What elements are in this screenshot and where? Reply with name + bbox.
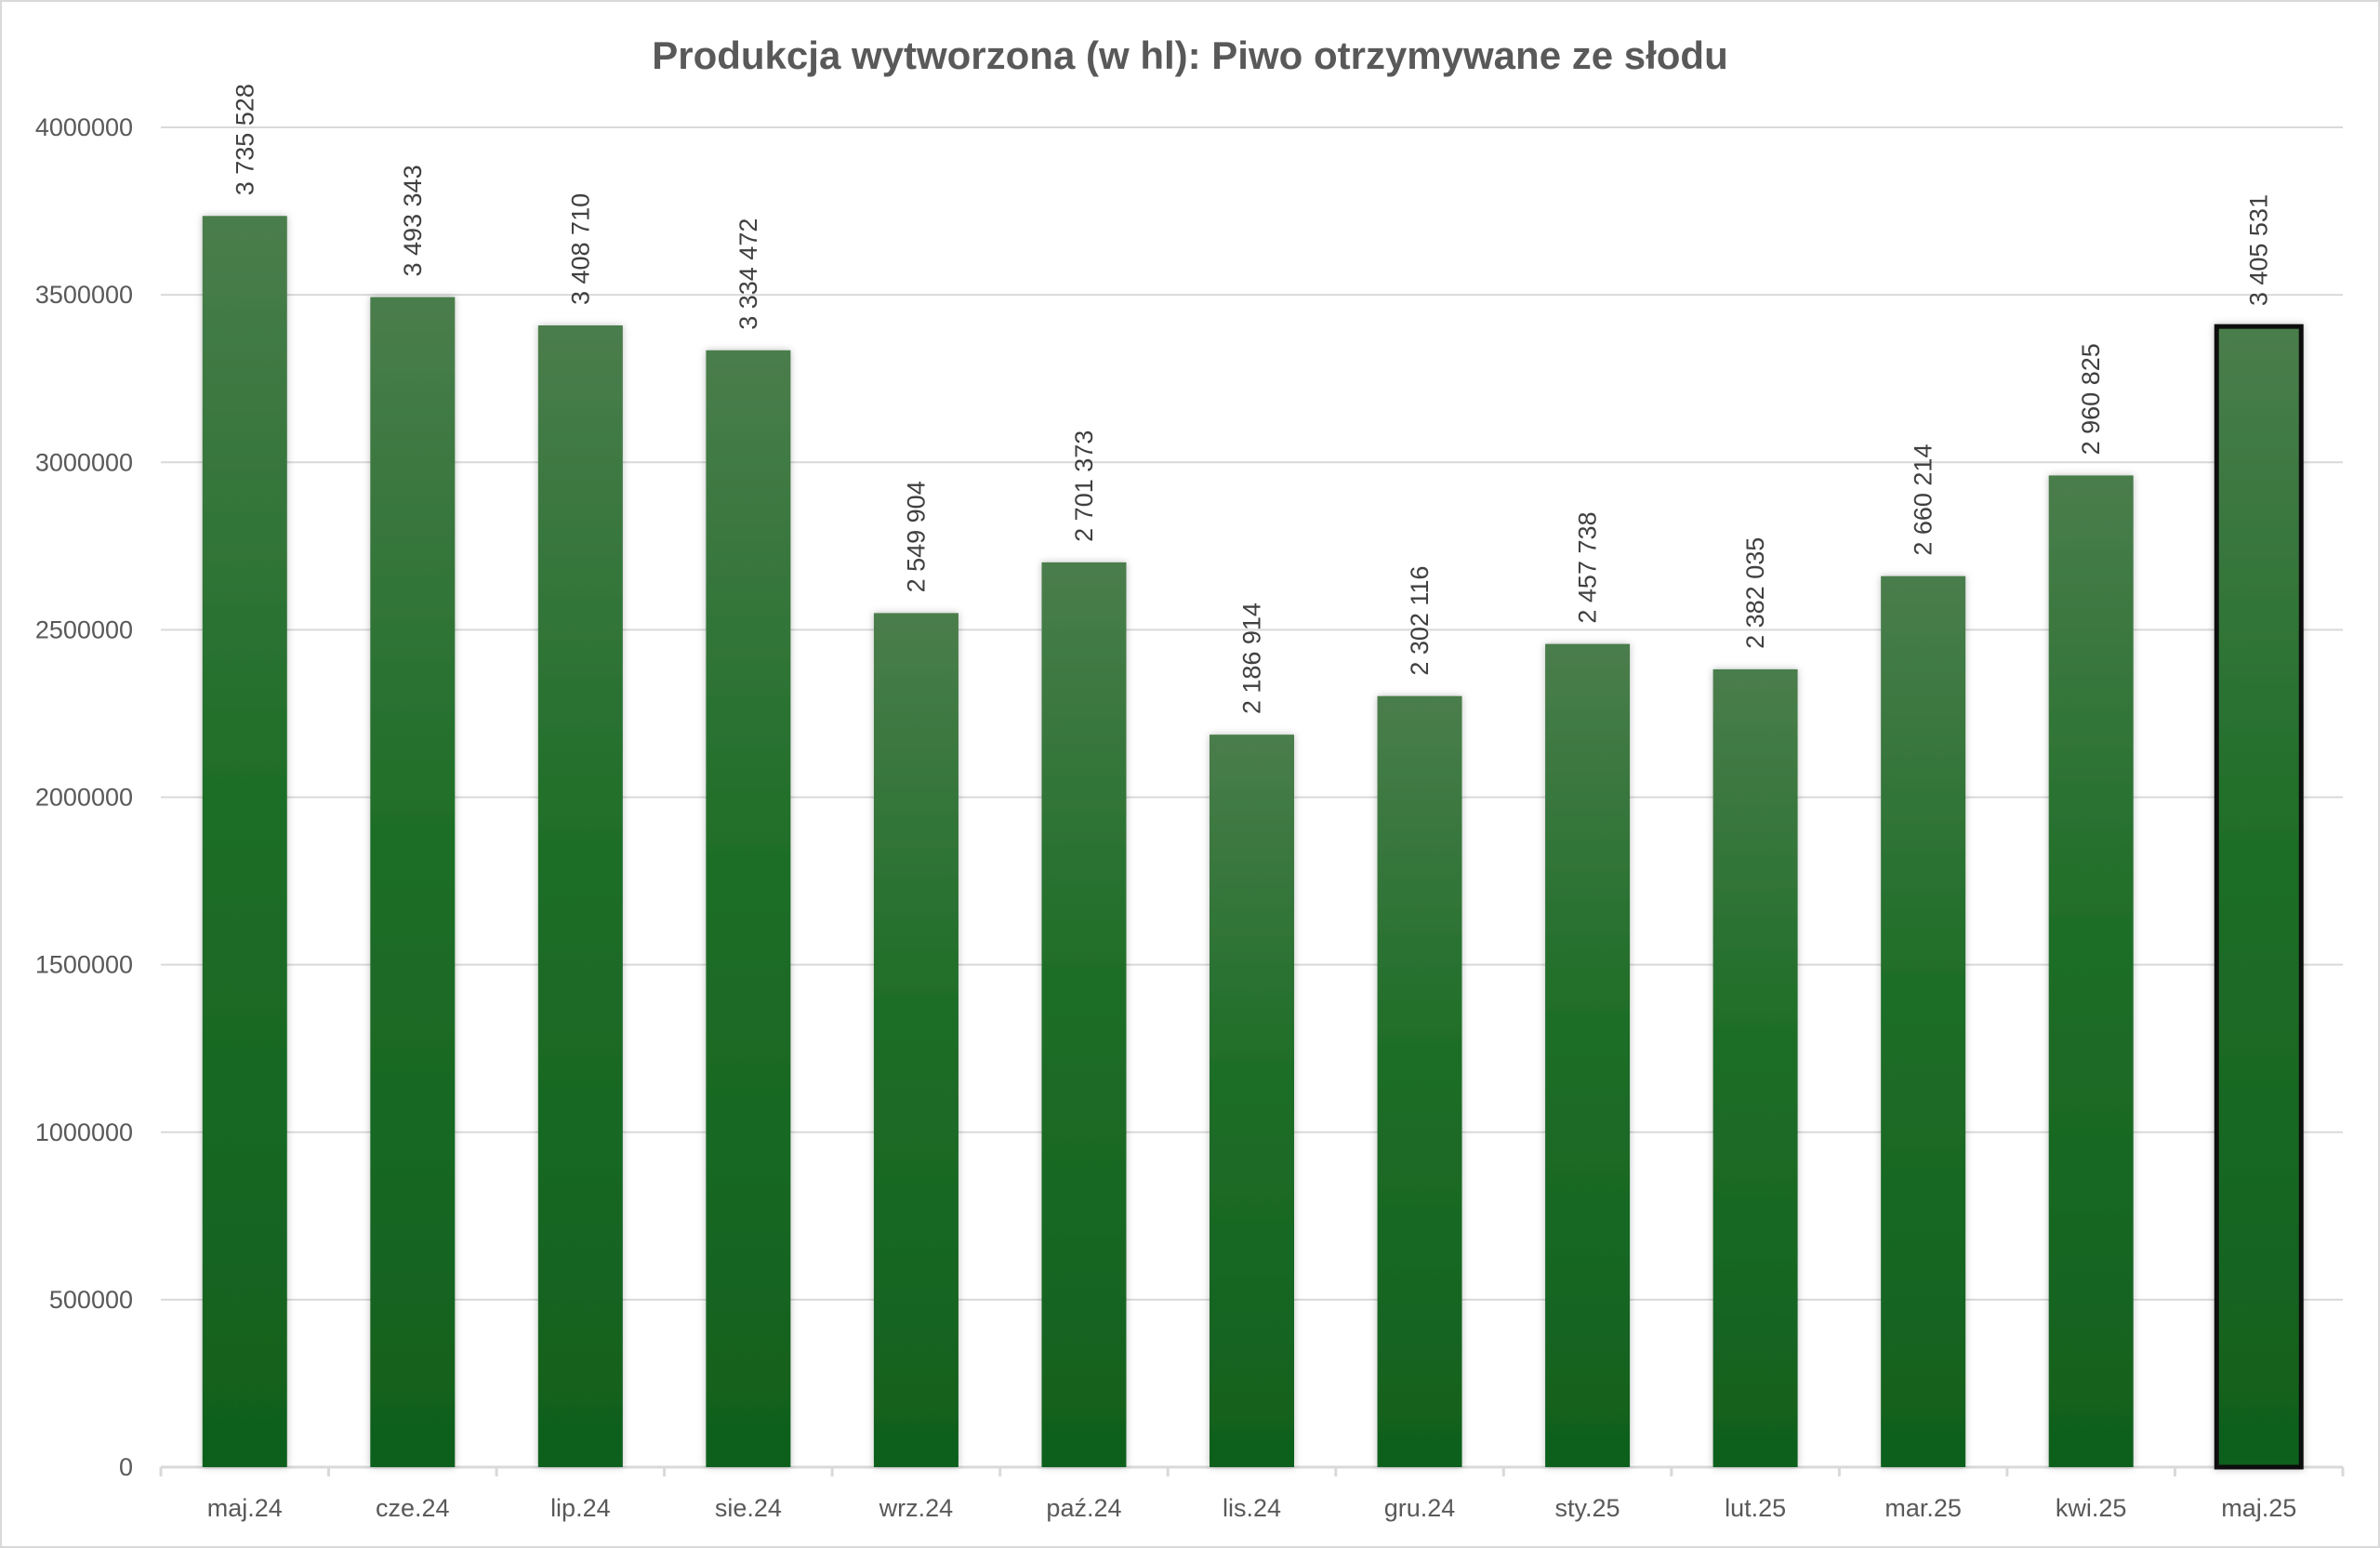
y-tick-label: 4000000 [35,113,133,141]
data-label: 3 408 710 [566,193,594,305]
data-label: 2 186 914 [1238,602,1266,714]
bar [1210,734,1294,1467]
y-tick-label: 1000000 [35,1118,133,1146]
data-label: 2 701 373 [1070,430,1098,542]
bar [1041,562,1127,1467]
x-tick-label: lip.24 [550,1494,611,1522]
bar [1377,695,1462,1467]
x-tick-label: lut.25 [1725,1494,1786,1522]
bar [706,350,791,1467]
y-tick-label: 2000000 [35,784,133,812]
data-label: 2 960 825 [2077,343,2105,455]
x-tick-label: maj.25 [2221,1494,2296,1522]
x-tick-label: mar.25 [1884,1494,1962,1522]
data-label: 2 457 738 [1574,511,1602,623]
y-tick-label: 500000 [49,1286,133,1314]
bar [873,613,959,1467]
x-tick-label: kwi.25 [2056,1494,2127,1522]
x-tick-label: maj.24 [207,1494,283,1522]
x-tick-label: gru.24 [1384,1494,1456,1522]
data-label: 3 735 528 [231,84,258,195]
bar [2048,475,2134,1467]
x-tick-label: paź.24 [1046,1494,1121,1522]
x-tick-label: sie.24 [715,1494,782,1522]
bar [2214,324,2304,1470]
bar [1545,643,1631,1467]
x-tick-label: cze.24 [376,1494,450,1522]
x-tick-label: lis.24 [1223,1494,1281,1522]
data-label: 3 493 343 [399,165,427,276]
y-tick-label: 2500000 [35,615,133,643]
data-label: 2 382 035 [1741,537,1769,649]
bar [537,325,623,1468]
x-tick-label: wrz.24 [879,1494,954,1522]
data-label: 3 405 531 [2245,194,2273,306]
bar [1881,576,1966,1467]
y-tick-label: 3000000 [35,448,133,476]
bar [202,216,287,1468]
bar [1712,668,1798,1467]
x-tick-label: sty.25 [1555,1494,1620,1522]
chart-title: Produkcja wytworzona (w hl): Piwo otrzym… [652,33,1728,77]
data-label: 2 549 904 [902,481,930,592]
data-label: 3 334 472 [734,218,762,330]
bar [370,297,456,1467]
y-tick-label: 3500000 [35,281,133,309]
data-label: 2 302 116 [1406,566,1434,676]
data-label: 2 660 214 [1910,444,1937,556]
y-tick-label: 0 [119,1453,133,1481]
y-tick-label: 1500000 [35,951,133,979]
